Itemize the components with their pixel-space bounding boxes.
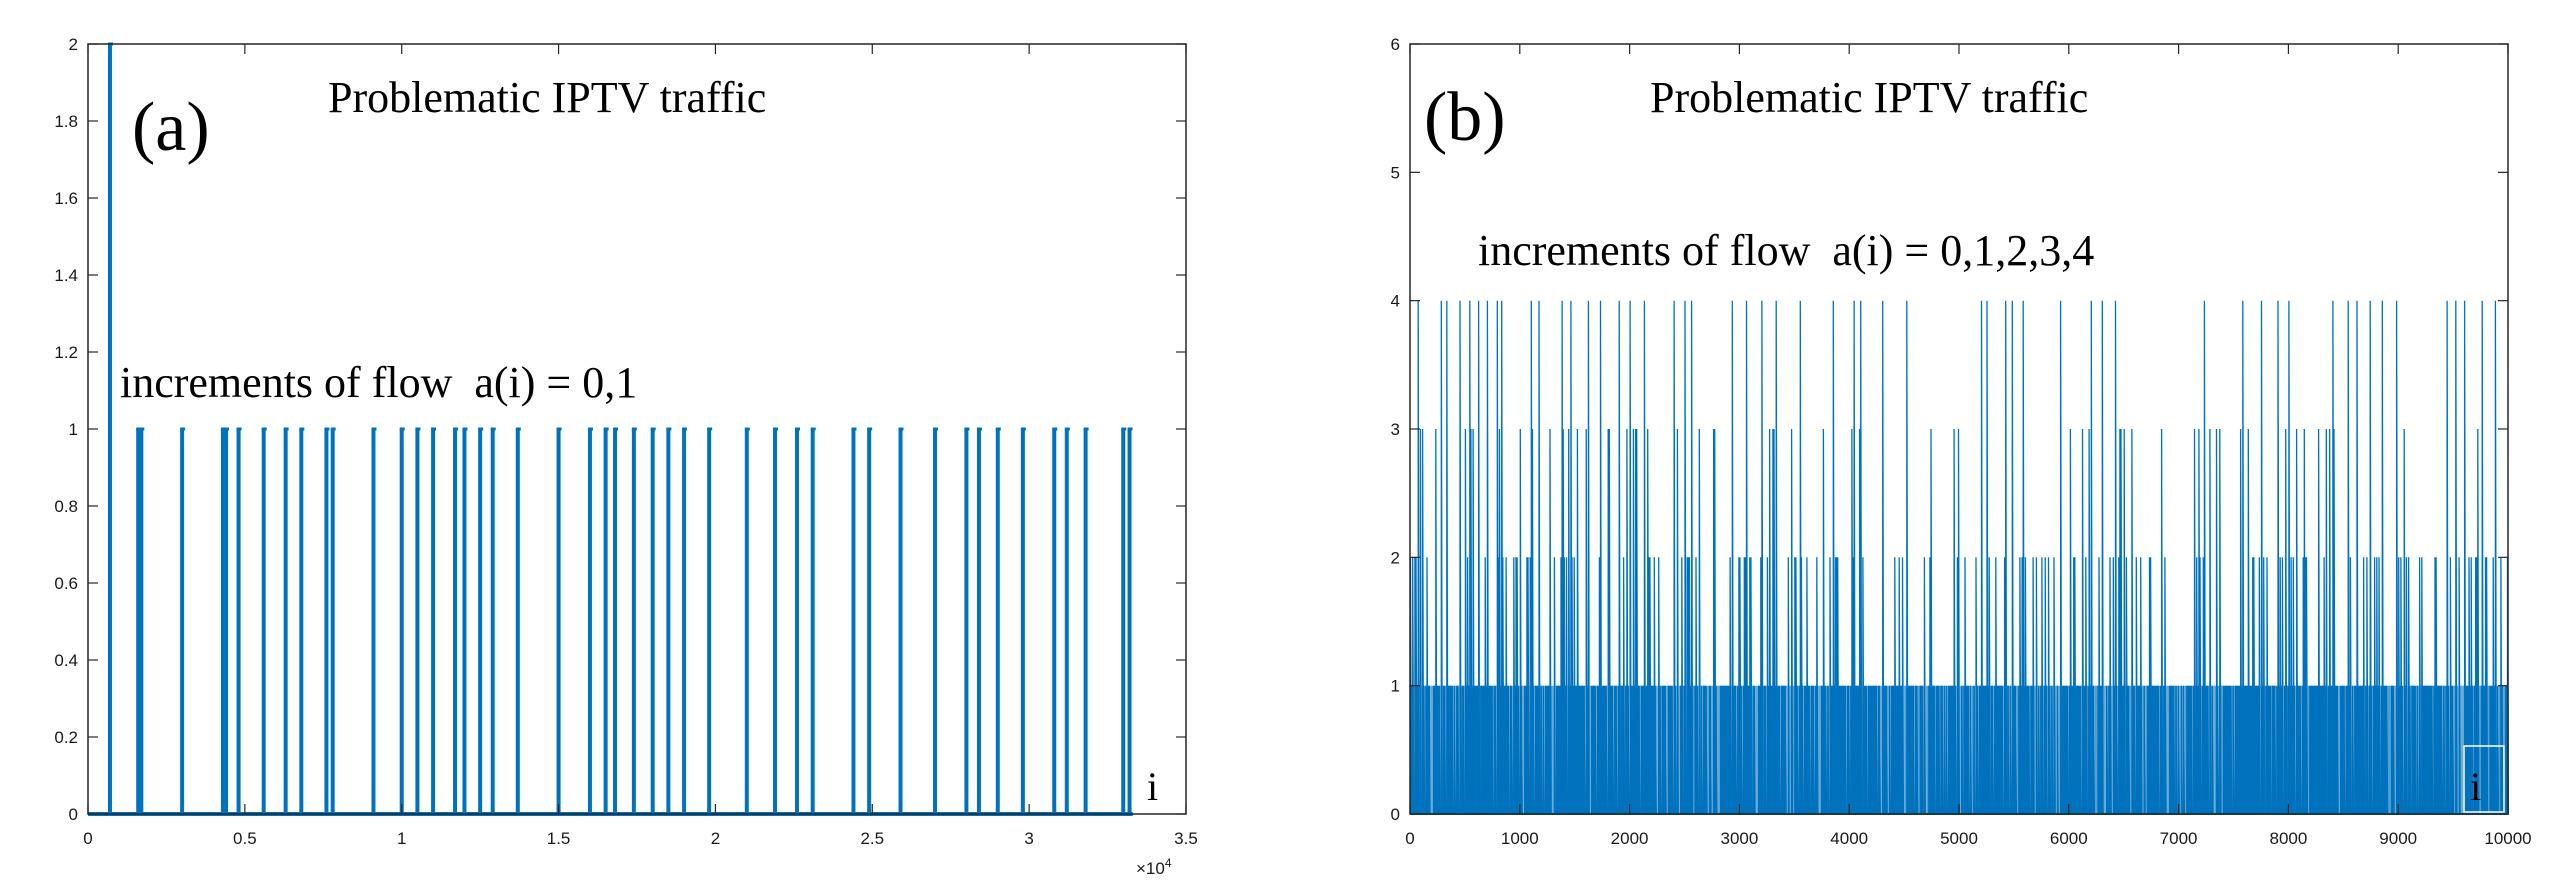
panel-a-xtick-label: 0.5 [233, 829, 257, 848]
panel-b-xtick-label: 7000 [2160, 829, 2198, 848]
panel-a-xtick-label: 1.5 [547, 829, 571, 848]
panel-a-ytick-label: 0.2 [54, 728, 78, 747]
panel-b-xlabel: i [2470, 764, 2481, 809]
panel-a-ytick-label: 1.2 [54, 343, 78, 362]
panel-b-xtick-label: 9000 [2379, 829, 2417, 848]
panel-a-ytick-label: 2 [69, 35, 78, 54]
panel-a-ytick-label: 0 [69, 805, 78, 824]
panel-a-plot-area [88, 42, 1133, 816]
panel-b-xtick-label: 3000 [1720, 829, 1758, 848]
panel-a-xtick-label: 3 [1024, 829, 1033, 848]
panel-a-xtick-label: 2.5 [860, 829, 884, 848]
panel-a-ytick-label: 1 [69, 420, 78, 439]
panel-b-ytick-label: 4 [1391, 292, 1400, 311]
panel-a-x-multiplier-exp: 4 [1165, 856, 1172, 870]
panel-b-ytick-label: 6 [1391, 35, 1400, 54]
panel-a-xtick-label: 0 [83, 829, 92, 848]
panel-b-plot-area [1409, 300, 2510, 815]
panel-b-annotation: increments of flow a(i) = 0,1,2,3,4 [1478, 226, 2094, 275]
panel-a-xlabel: i [1147, 764, 1158, 809]
panel-b-xlabel-box [2463, 745, 2505, 813]
panel-b-label: (b) [1424, 79, 1506, 156]
panel-b: 0 1000 2000 3000 4000 5000 6000 7000 8000 9000 100… [1391, 35, 2532, 848]
panel-b-title: Problematic IPTV traffic [1650, 73, 2088, 122]
panel-b-ytick-label: 1 [1391, 677, 1400, 696]
panel-a-title: Problematic IPTV traffic [328, 73, 766, 122]
panel-a-xtick-label: 2 [711, 829, 720, 848]
panel-b-ytick-label: 5 [1391, 163, 1400, 182]
panel-b-xtick-label: 8000 [2269, 829, 2307, 848]
panel-a-ytick-label: 0.4 [54, 651, 78, 670]
panel-b-xtick-label: 0 [1405, 829, 1414, 848]
panel-a-ytick-label: 0.6 [54, 574, 78, 593]
panel-b-xtick-label: 1000 [1501, 829, 1539, 848]
panel-b-xtick-label: 4000 [1830, 829, 1868, 848]
panel-b-xtick-label: 10000 [2484, 829, 2531, 848]
panel-a-ytick-label: 1.4 [54, 266, 78, 285]
panel-a: 0 0.5 1 1.5 2 2.5 3 3.5 0 0.2 0.4 0.6 0.8 1 1.2 1.4 1.6 1… [54, 35, 1197, 878]
panel-a-x-multiplier-base: ×10 [1136, 859, 1165, 878]
panel-a-xtick-label: 3.5 [1174, 829, 1198, 848]
panel-a-x-multiplier: ×104 [1136, 856, 1172, 878]
panel-b-ytick-label: 0 [1391, 805, 1400, 824]
panel-a-ytick-label: 1.6 [54, 189, 78, 208]
panel-b-xtick-label: 5000 [1940, 829, 1978, 848]
panel-a-ticks: 0 0.5 1 1.5 2 2.5 3 3.5 0 0.2 0.4 0.6 0.8 1 1.2 1.4 1.6 1… [54, 35, 1197, 848]
panel-b-ytick-label: 2 [1391, 548, 1400, 567]
panel-b-ytick-label: 3 [1391, 420, 1400, 439]
panel-b-xtick-label: 6000 [2050, 829, 2088, 848]
panel-a-ytick-label: 0.8 [54, 497, 78, 516]
panel-a-xtick-label: 1 [397, 829, 406, 848]
panel-a-annotation: increments of flow a(i) = 0,1 [120, 358, 637, 407]
panel-a-label: (a) [132, 89, 210, 166]
panel-a-ytick-label: 1.8 [54, 112, 78, 131]
panel-b-ticks: 0 1000 2000 3000 4000 5000 6000 7000 8000 9000 100… [1391, 35, 2532, 848]
panel-b-xtick-label: 2000 [1611, 829, 1649, 848]
